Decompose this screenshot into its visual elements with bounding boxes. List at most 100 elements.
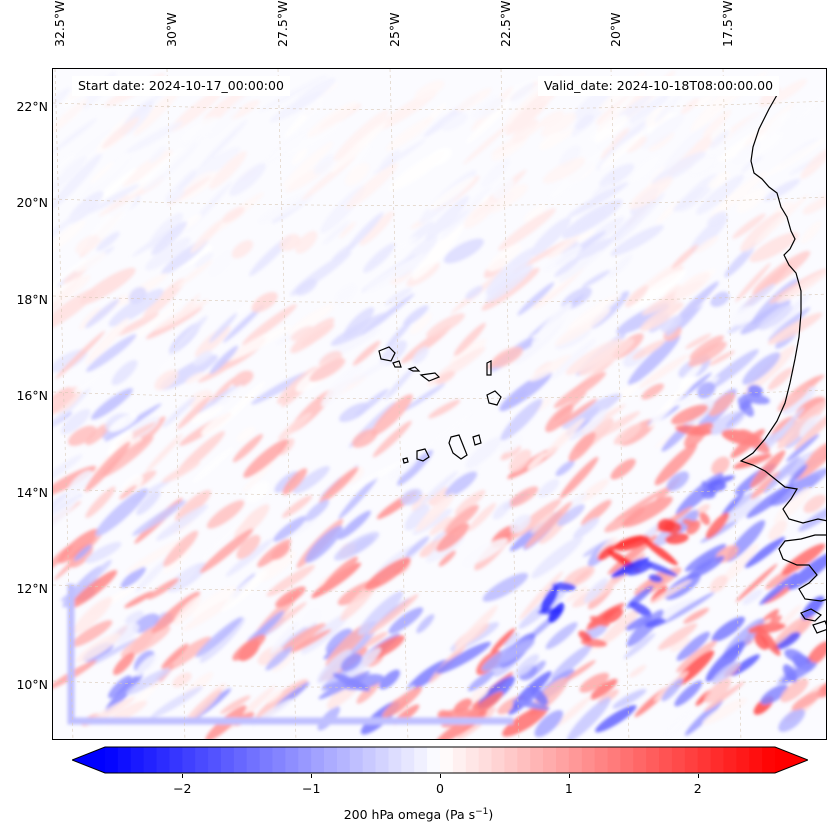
omega-contour-patch (258, 191, 316, 224)
omega-contour-patch (583, 409, 607, 435)
omega-contour-patch (689, 155, 718, 177)
omega-contour-patch (69, 570, 118, 609)
omega-contour-patch (346, 647, 382, 678)
omega-contour-patch (53, 151, 77, 197)
omega-contour-patch (529, 354, 572, 382)
omega-contour-patch (613, 487, 668, 521)
omega-contour-patch (453, 322, 486, 357)
colorbar-extend-min (72, 747, 105, 773)
omega-contour-patch (416, 614, 435, 634)
lat-label-16n: 16°N (16, 388, 48, 403)
omega-contour-patch (801, 595, 825, 620)
omega-contour-patch (286, 121, 344, 156)
omega-contour-patch (113, 652, 135, 676)
colorbar-bin (336, 747, 351, 773)
colorbar-bin (220, 747, 235, 773)
omega-contour-patch (702, 109, 732, 138)
maio-island (472, 434, 482, 446)
omega-contour-patch (232, 370, 254, 387)
santiago-island (448, 434, 468, 460)
omega-contour-patch (721, 495, 763, 529)
meridian-gridline (722, 69, 742, 739)
omega-contour-patch (643, 538, 678, 566)
omega-contour-patch (135, 558, 169, 593)
omega-contour-patch (777, 401, 826, 449)
omega-contour-patch (428, 487, 451, 506)
omega-contour-patch (657, 518, 676, 533)
omega-contour-patch (565, 338, 624, 375)
colorbar-bin (388, 747, 402, 773)
omega-contour-patch (53, 219, 87, 255)
omega-contour-patch (485, 264, 534, 303)
colorbar-bin (684, 747, 699, 773)
omega-contour-patch (550, 644, 593, 680)
colorbar-bin (349, 747, 364, 773)
omega-contour-patch (149, 146, 167, 164)
omega-contour-patch (597, 544, 616, 561)
omega-contour-patch (184, 688, 222, 724)
omega-contour-patch (372, 420, 412, 458)
omega-contour-patch (127, 147, 187, 196)
omega-contour-patch (161, 461, 201, 483)
omega-contour-patch (53, 491, 81, 534)
omega-contour-patch (580, 499, 612, 526)
omega-contour-patch (176, 431, 225, 476)
omega-contour-patch (291, 629, 332, 653)
omega-contour-patch (701, 349, 759, 394)
omega-contour-patch (783, 468, 826, 500)
colorbar-bin (581, 747, 596, 773)
omega-contour-patch (610, 458, 636, 480)
colorbar-bin (169, 747, 183, 773)
omega-contour-patch (518, 571, 564, 621)
omega-contour-patch (119, 485, 137, 500)
omega-contour-patch (404, 504, 430, 531)
lon-label-17-5w: 17.5°W (720, 0, 735, 47)
omega-contour-patch (599, 131, 645, 169)
omega-contour-patch (176, 169, 197, 192)
omega-contour-patch (331, 242, 357, 261)
omega-contour-patch (128, 287, 147, 304)
omega-contour-patch (236, 426, 256, 443)
omega-contour-patch (788, 464, 808, 485)
omega-contour-patch (441, 209, 470, 231)
omega-contour-patch (641, 383, 664, 400)
omega-contour-patch (419, 470, 458, 506)
colorbar-bin (298, 747, 312, 773)
omega-contour-patch (445, 504, 479, 534)
omega-contour-patch (629, 154, 662, 184)
omega-contour-patch (221, 206, 245, 223)
omega-contour-patch (742, 352, 781, 385)
omega-contour-patch (330, 312, 392, 346)
omega-contour-patch (754, 194, 809, 244)
omega-field-contours (53, 70, 826, 739)
omega-contour-patch (397, 449, 433, 486)
omega-contour-patch (333, 109, 389, 161)
omega-contour-patch (768, 615, 782, 627)
omega-contour-patch (523, 204, 547, 223)
omega-contour-patch (73, 544, 92, 562)
omega-contour-patch (613, 423, 642, 445)
lon-label-32-5w: 32.5°W (52, 0, 67, 47)
omega-contour-patch (352, 340, 381, 366)
omega-contour-patch (243, 439, 289, 478)
omega-contour-patch (107, 431, 134, 457)
omega-contour-patch (364, 557, 411, 591)
omega-contour-patch (721, 492, 745, 516)
omega-contour-patch (629, 94, 670, 124)
omega-contour-patch (339, 402, 370, 423)
omega-contour-patch (209, 151, 247, 190)
omega-contour-patch (148, 213, 183, 249)
colorbar-tick-mark (568, 774, 570, 778)
africa-coastline-south (778, 534, 826, 602)
omega-contour-patch (53, 153, 103, 210)
omega-contour-patch (162, 636, 212, 672)
lon-label-30w: 30°W (164, 12, 179, 47)
omega-contour-patch (484, 184, 529, 214)
omega-contour-patch (534, 710, 564, 738)
omega-contour-patch (275, 586, 306, 608)
omega-contour-patch (53, 155, 87, 197)
lat-label-14n: 14°N (16, 485, 48, 500)
omega-contour-patch (443, 238, 484, 264)
omega-contour-patch (531, 302, 573, 347)
omega-contour-patch (626, 136, 647, 153)
